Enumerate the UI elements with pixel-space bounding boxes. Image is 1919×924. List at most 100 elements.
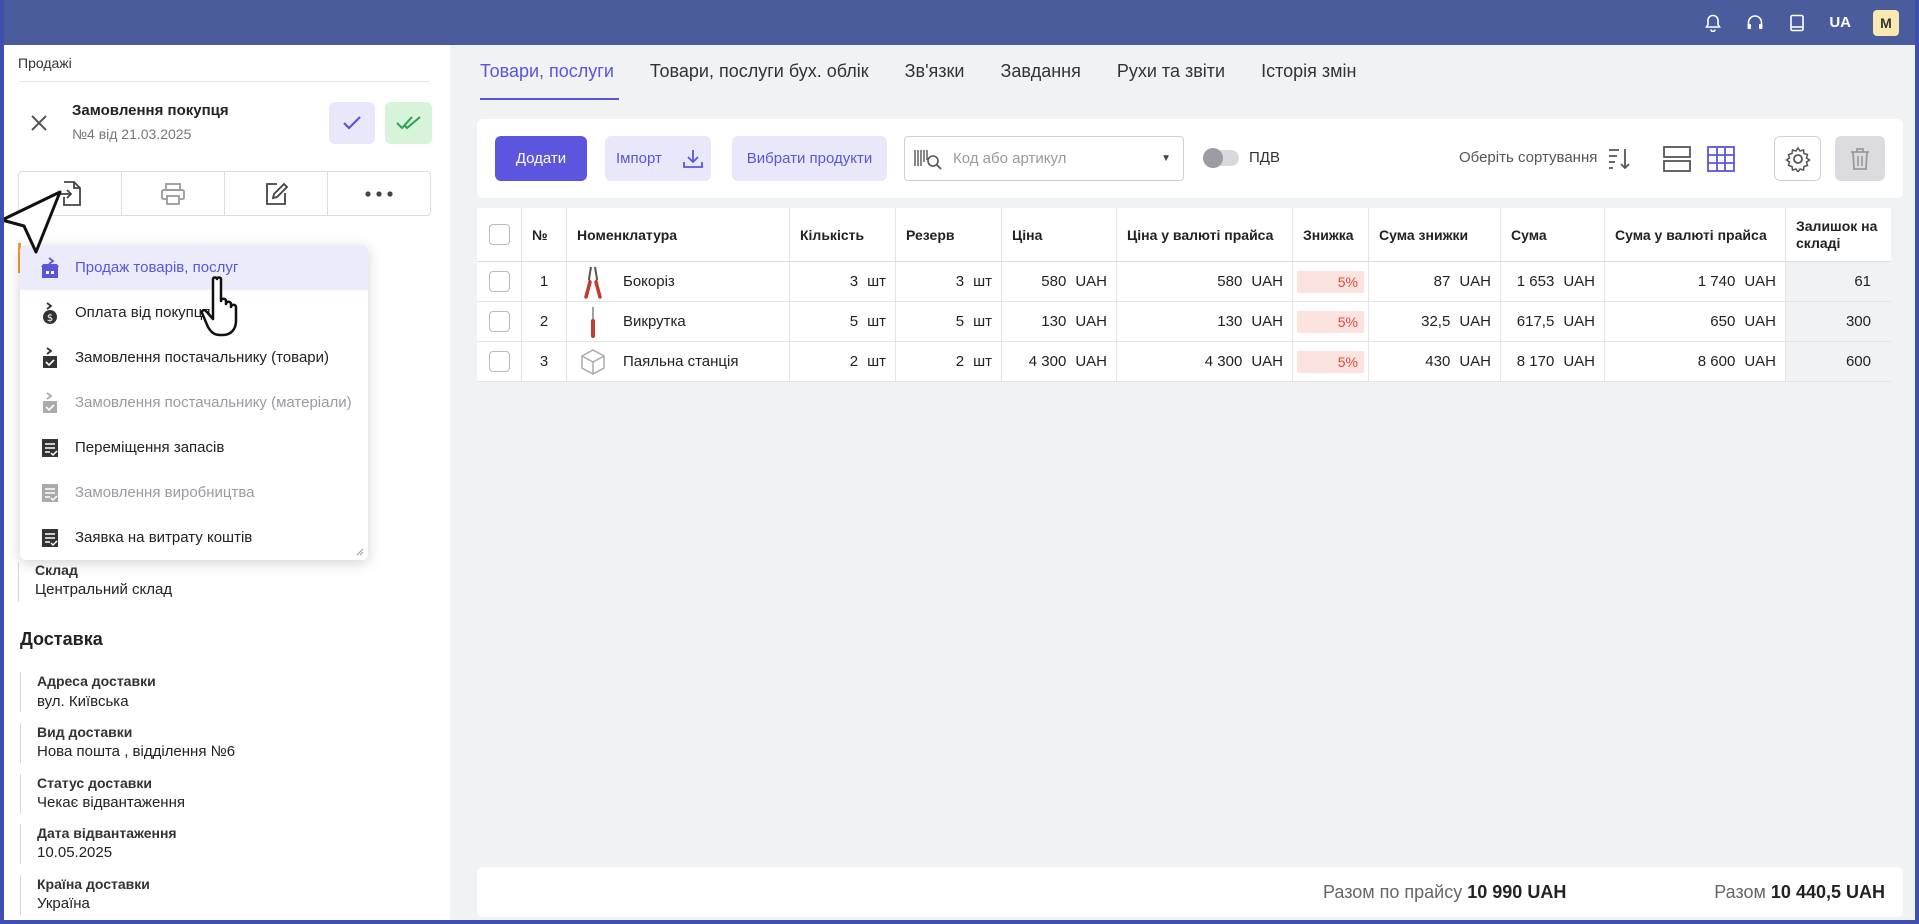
table-row[interactable]: 3 Паяльна станція 2 шт 2 шт 4 300 UAH 4 300…: [477, 342, 1891, 382]
delivery-country-value[interactable]: Україна: [37, 895, 90, 912]
col-discount[interactable]: Знижка: [1293, 208, 1369, 261]
col-sum[interactable]: Сума: [1501, 208, 1605, 261]
post-button[interactable]: [385, 102, 432, 144]
barcode-search-icon: [914, 149, 942, 170]
avatar[interactable]: M: [1873, 9, 1899, 36]
cell-reserve[interactable]: 3 шт: [896, 262, 1002, 301]
cell-sum-list: 650 UAH: [1605, 302, 1786, 341]
menu-item-label: Продаж товарів, послуг: [75, 259, 239, 276]
headset-icon[interactable]: [1745, 13, 1765, 33]
col-stock[interactable]: Залишок на складі: [1796, 217, 1878, 251]
cell-qty[interactable]: 5 шт: [790, 302, 896, 341]
cell-price-list[interactable]: 130 UAH: [1117, 302, 1293, 341]
row-checkbox[interactable]: [488, 311, 510, 332]
cell-price[interactable]: 580 UAH: [1002, 262, 1117, 301]
col-price-list[interactable]: Ціна у валюті прайса: [1117, 208, 1293, 261]
table-row[interactable]: 1 Бокоріз 3 шт 3 шт 580 UAH 580 UAH 5% 87 UAH…: [477, 262, 1891, 302]
sort-icon[interactable]: [1607, 146, 1631, 170]
rows-view-icon[interactable]: [1662, 144, 1692, 174]
cell-reserve[interactable]: 2 шт: [896, 342, 1002, 381]
search-input[interactable]: Код або артикул ▼: [904, 136, 1184, 181]
vat-toggle[interactable]: [1203, 148, 1239, 168]
cell-name[interactable]: Викрутка: [567, 302, 790, 341]
tab-movements-reports[interactable]: Рухи та звіти: [1116, 61, 1226, 81]
breadcrumb[interactable]: Продажі: [18, 55, 72, 71]
tab-tasks[interactable]: Завдання: [1000, 61, 1081, 81]
cell-name[interactable]: Бокоріз: [567, 262, 790, 301]
delivery-type-value[interactable]: Нова пошта , відділення №6: [37, 743, 236, 760]
delete-button[interactable]: [1835, 136, 1885, 181]
cell-sum-list: 1 740 UAH: [1605, 262, 1786, 301]
create-based-on-button[interactable]: [19, 172, 122, 215]
price-value: 130: [1041, 313, 1067, 330]
col-qty[interactable]: Кількість: [790, 208, 896, 261]
col-number[interactable]: №: [522, 208, 567, 261]
tab-links[interactable]: Зв'язки: [904, 61, 965, 81]
row-checkbox[interactable]: [488, 351, 510, 372]
language-switch[interactable]: UA: [1829, 14, 1851, 31]
delivery-address-value[interactable]: вул. Київська: [37, 693, 129, 710]
bell-icon[interactable]: [1703, 13, 1723, 33]
menu-item-sale[interactable]: Продаж товарів, послуг: [20, 245, 368, 290]
cell-reserve[interactable]: 5 шт: [896, 302, 1002, 341]
delivery-status-value[interactable]: Чекає відвантаження: [37, 794, 185, 811]
cell-price-list[interactable]: 580 UAH: [1117, 262, 1293, 301]
choose-products-button[interactable]: Вибрати продукти: [732, 136, 887, 181]
more-button[interactable]: [328, 172, 430, 215]
resize-handle-icon[interactable]: [356, 548, 364, 556]
discount-sum-value: 32,5: [1421, 313, 1451, 330]
currency: UAH: [1459, 353, 1491, 370]
cell-number: 1: [522, 262, 567, 301]
cell-discount[interactable]: 5%: [1293, 302, 1369, 341]
cell-name[interactable]: Паяльна станція: [567, 342, 790, 381]
col-name[interactable]: Номенклатура: [567, 208, 790, 261]
grid-view-icon[interactable]: [1706, 144, 1736, 174]
sort-select[interactable]: Оберіть сортування: [1459, 149, 1598, 166]
close-icon[interactable]: [28, 112, 52, 136]
reserve-value: 2: [955, 353, 965, 370]
pliers-icon: [579, 265, 607, 299]
menu-item-stock-transfer[interactable]: Переміщення запасів: [20, 425, 368, 470]
import-button[interactable]: Імпорт: [605, 136, 711, 181]
table-row[interactable]: 2 Викрутка 5 шт 5 шт 130 UAH 130 UAH 5% 32,5…: [477, 302, 1891, 342]
print-button[interactable]: [122, 172, 225, 215]
col-discount-sum[interactable]: Сума знижки: [1369, 208, 1501, 261]
settings-button[interactable]: [1774, 136, 1821, 181]
menu-item-expense-request[interactable]: Заявка на витрату коштів: [20, 515, 368, 560]
warehouse-value[interactable]: Центральний склад: [35, 581, 173, 598]
cell-price[interactable]: 130 UAH: [1002, 302, 1117, 341]
cell-price[interactable]: 4 300 UAH: [1002, 342, 1117, 381]
document-list-icon: [40, 527, 60, 549]
shipment-date-value[interactable]: 10.05.2025: [37, 844, 113, 861]
cell-discount[interactable]: 5%: [1293, 342, 1369, 381]
menu-item-supplier-order-materials[interactable]: Замовлення постачальнику (матеріали): [20, 380, 368, 425]
edit-button[interactable]: [225, 172, 328, 215]
col-reserve[interactable]: Резерв: [896, 208, 1002, 261]
row-checkbox[interactable]: [488, 271, 510, 292]
menu-item-label: Замовлення виробництва: [75, 484, 255, 501]
tab-goods-services[interactable]: Товари, послуги: [480, 45, 619, 100]
currency: UAH: [1251, 353, 1283, 370]
product-name: Паяльна станція: [623, 353, 739, 370]
col-price[interactable]: Ціна: [1002, 208, 1117, 261]
book-icon[interactable]: [1787, 13, 1807, 33]
tab-history[interactable]: Історія змін: [1261, 61, 1357, 81]
menu-item-production-order[interactable]: Замовлення виробництва: [20, 470, 368, 515]
row-select-cell: [477, 302, 522, 341]
cell-qty[interactable]: 3 шт: [790, 262, 896, 301]
tab-goods-accounting[interactable]: Товари, послуги бух. облік: [649, 61, 869, 81]
confirm-button[interactable]: [329, 102, 375, 144]
cell-discount-sum: 430 UAH: [1369, 342, 1501, 381]
menu-item-customer-payment[interactable]: $ Оплата від покупця: [20, 290, 368, 335]
currency: UAH: [1563, 273, 1595, 290]
cell-price-list[interactable]: 4 300 UAH: [1117, 342, 1293, 381]
cell-discount[interactable]: 5%: [1293, 262, 1369, 301]
cell-qty[interactable]: 2 шт: [790, 342, 896, 381]
col-sum-list[interactable]: Сума у валюті прайса: [1605, 208, 1786, 261]
currency: UAH: [1459, 273, 1491, 290]
double-check-icon: [395, 116, 421, 130]
add-button[interactable]: Додати: [495, 136, 587, 181]
menu-item-supplier-order-goods[interactable]: Замовлення постачальнику (товари): [20, 335, 368, 380]
discount-badge: 5%: [1297, 310, 1364, 333]
select-all-checkbox[interactable]: [488, 224, 510, 245]
